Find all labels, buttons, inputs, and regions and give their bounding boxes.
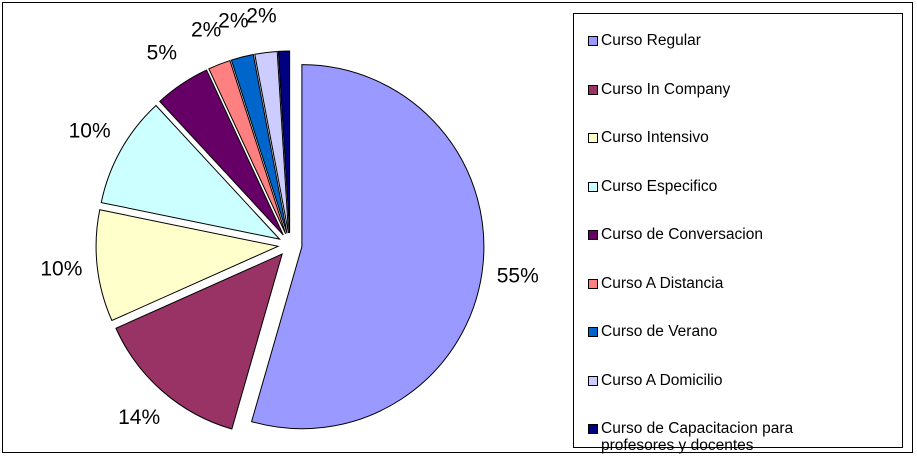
legend-label: Curso de Conversacion — [601, 226, 763, 243]
slice-label: 2% — [218, 10, 248, 33]
pie-slice — [277, 50, 291, 234]
legend-label: Curso In Company — [601, 80, 731, 98]
pie-slice — [115, 253, 283, 430]
legend-item: Curso Especifico — [588, 178, 848, 195]
legend-item: Curso A Domicilio — [588, 372, 848, 389]
legend-item: Curso Regular — [588, 32, 848, 49]
legend-label: Curso de Capacitacion para profesores y … — [601, 420, 794, 454]
slice-label: 5% — [147, 42, 177, 65]
pie-slice — [95, 209, 280, 322]
legend-swatch — [588, 327, 598, 337]
slice-label: 14% — [118, 406, 160, 429]
slice-label: 2% — [191, 18, 221, 41]
pie-slice — [208, 59, 287, 235]
legend-swatch — [588, 84, 598, 95]
legend-item: Curso In Company — [588, 81, 848, 98]
legend-item: Curso de Verano — [588, 323, 848, 340]
legend-item: Curso A Distancia — [588, 275, 848, 292]
legend-swatch — [588, 278, 598, 289]
legend-swatch — [588, 36, 598, 46]
pie-slice — [100, 104, 281, 240]
legend-label: Curso A Distancia — [601, 274, 724, 292]
legend-swatch — [588, 230, 598, 240]
slice-label: 10% — [40, 258, 82, 281]
slice-label: 55% — [497, 265, 539, 288]
legend-label: Curso Especifico — [601, 177, 718, 195]
legend-item: Curso de Capacitacion para profesores y … — [588, 420, 848, 454]
legend-swatch — [588, 424, 598, 434]
legend-item: Curso Intensivo — [588, 129, 848, 146]
legend-label: Curso A Domicilio — [601, 371, 723, 389]
pie-area: 55%14%10%10%5%2%2%2% — [40, 4, 539, 430]
legend-item: Curso de Conversacion — [588, 226, 848, 243]
pie-slice — [230, 53, 288, 234]
legend-swatch — [588, 181, 598, 192]
legend-label: Curso de Verano — [601, 323, 718, 340]
legend-swatch — [588, 133, 598, 143]
legend: Curso Regular Curso In Company Curso Inten… — [573, 13, 903, 454]
legend-label: Curso Regular — [601, 32, 701, 49]
slice-label: 2% — [246, 4, 276, 27]
slice-label: 10% — [69, 120, 111, 143]
legend-swatch — [588, 375, 598, 386]
legend-label: Curso Intensivo — [601, 129, 709, 146]
pie-slice — [250, 64, 485, 430]
pie-slice — [159, 69, 284, 236]
pie-slice — [254, 50, 290, 234]
